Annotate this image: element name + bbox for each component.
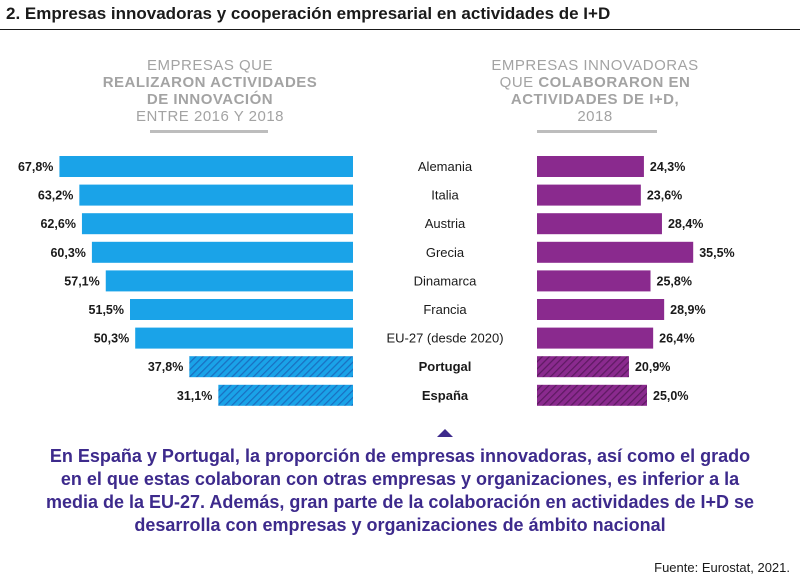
left-bar-austria (81, 213, 353, 235)
right-value-label-portugal: 20,9% (635, 360, 670, 374)
right-header-underline (537, 130, 657, 133)
left-bar-portugal (189, 356, 353, 378)
left-value-label-espana: 31,1% (177, 389, 212, 403)
left-bar-francia (130, 299, 353, 320)
bar-chart: 67,8% 63,2% 62,6% 60,3% 57,1% 51,5% 50,3% 37,8%… (18, 156, 735, 437)
left-value-label-dinamarca: 57,1% (64, 274, 99, 288)
left-header-line-2: REALIZARON ACTIVIDADES (102, 74, 318, 91)
right-bar-grecia (537, 241, 694, 263)
category-label-francia: Francia (423, 302, 467, 317)
right-value-label-austria: 28,4% (668, 217, 703, 231)
left-header-line-3: DE INNOVACIÓN (146, 91, 274, 108)
right-bar-eu-27-desde-2020 (537, 327, 654, 349)
category-label-austria: Austria (425, 216, 466, 231)
right-bar-austria (537, 213, 662, 235)
right-bar-dinamarca (537, 270, 651, 292)
right-value-label-francia: 28,9% (670, 303, 705, 317)
right-header-line-1: EMPRESAS INNOVADORAS (491, 57, 699, 74)
chart-title: 2. Empresas innovadoras y cooperación em… (6, 4, 611, 23)
right-bar-espana (537, 384, 647, 406)
category-label-espana: España (422, 388, 469, 403)
right-value-label-alemania: 24,3% (650, 160, 685, 174)
left-value-label-portugal: 37,8% (148, 360, 183, 374)
category-label-alemania: Alemania (418, 159, 473, 174)
left-header-line-4: ENTRE 2016 Y 2018 (135, 108, 285, 125)
right-panel-header: EMPRESAS INNOVADORAS QUE COLABORARON EN … (470, 57, 720, 125)
left-value-label-alemania: 67,8% (18, 160, 53, 174)
left-bar-grecia (91, 241, 353, 263)
left-header-underline (150, 130, 268, 133)
left-value-label-grecia: 60,3% (50, 246, 85, 260)
left-bar-alemania (59, 156, 354, 177)
right-header-line-4: 2018 (577, 108, 613, 125)
right-bar-francia (537, 299, 665, 320)
left-bar-dinamarca (105, 270, 354, 292)
pointer-triangle-icon (437, 429, 453, 437)
right-value-label-espana: 25,0% (653, 389, 688, 403)
left-value-label-eu-27-desde-2020: 50,3% (94, 332, 129, 346)
title-rule (0, 29, 800, 30)
left-bar-espana (218, 384, 353, 406)
left-panel-header: EMPRESAS QUE REALIZARON ACTIVIDADES DE I… (60, 57, 360, 125)
left-value-label-austria: 62,6% (40, 217, 75, 231)
category-label-grecia: Grecia (426, 245, 465, 260)
right-value-label-dinamarca: 25,8% (657, 274, 692, 288)
category-label-dinamarca: Dinamarca (414, 273, 478, 288)
source-note: Fuente: Eurostat, 2021. (654, 560, 790, 575)
right-value-label-italia: 23,6% (647, 189, 682, 203)
left-header-line-1: EMPRESAS QUE (146, 57, 274, 74)
left-bar-italia (79, 184, 354, 206)
right-value-label-eu-27-desde-2020: 26,4% (659, 332, 694, 346)
right-bar-portugal (537, 356, 629, 378)
right-header-line-3: ACTIVIDADES DE I+D, (510, 91, 680, 108)
right-bar-italia (537, 184, 641, 206)
left-bar-eu-27-desde-2020 (135, 327, 353, 349)
left-value-label-italia: 63,2% (38, 189, 73, 203)
category-label-italia: Italia (431, 188, 459, 203)
right-value-label-grecia: 35,5% (699, 246, 734, 260)
right-header-line-2: QUE COLABORARON EN (499, 74, 691, 91)
category-label-portugal: Portugal (419, 359, 472, 374)
summary-note: En España y Portugal, la proporción de e… (45, 446, 755, 535)
right-bar-alemania (537, 156, 644, 177)
category-label-eu-27-desde-2020: EU-27 (desde 2020) (386, 331, 503, 346)
left-value-label-francia: 51,5% (89, 303, 124, 317)
